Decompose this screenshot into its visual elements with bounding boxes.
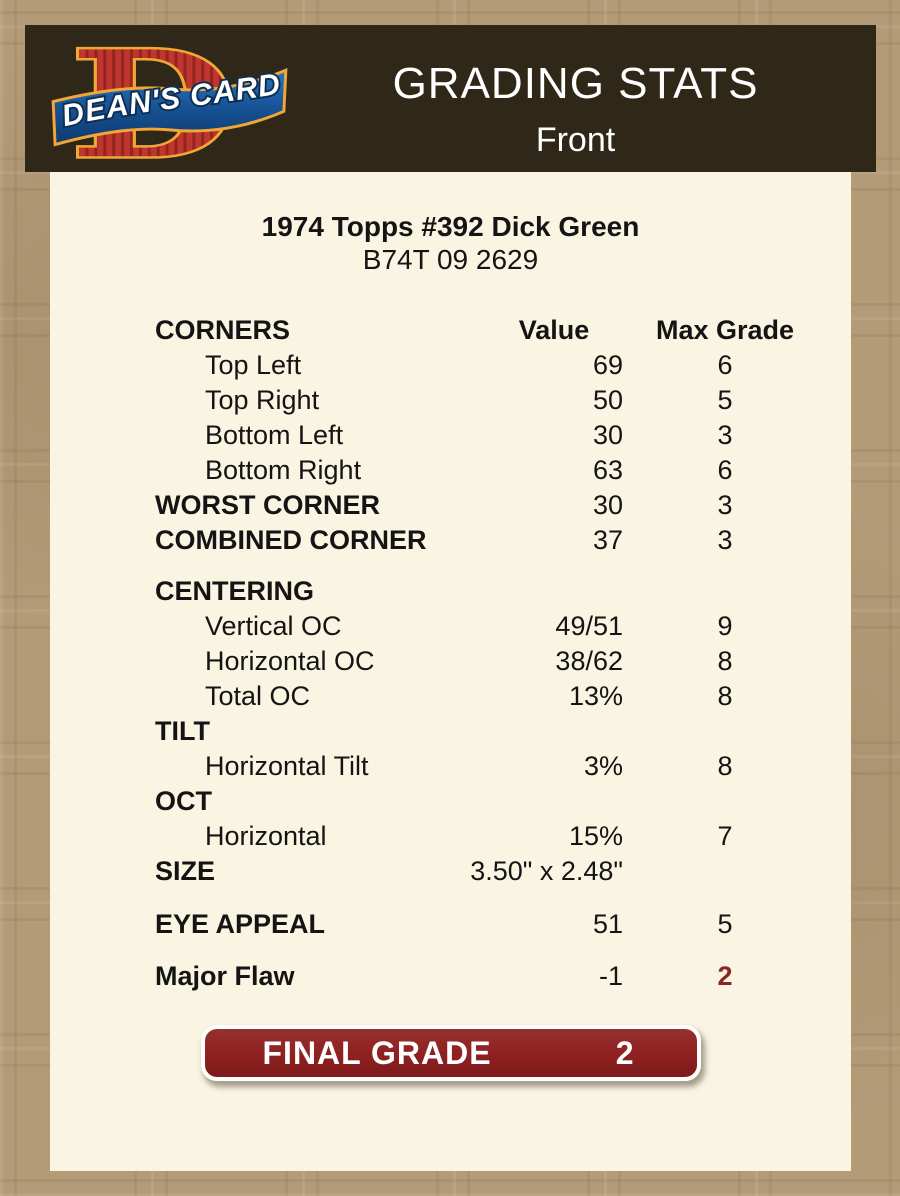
card-serial-number: B74T 09 2629 [362, 244, 539, 275]
table-row: Horizontal OC 38/62 8 [50, 644, 851, 679]
final-grade-label: FINAL GRADE [262, 1034, 492, 1071]
table-header-row: CORNERS Value Max Grade [50, 313, 851, 348]
table-row: COMBINED CORNER 37 3 [50, 523, 851, 558]
table-row: Total OC 13% 8 [50, 679, 851, 714]
row-max-grade: 2 [717, 961, 733, 991]
column-header-max-grade: Max Grade [655, 315, 795, 345]
row-value: 3.50" x 2.48" [470, 856, 623, 886]
table-row: Vertical OC 49/51 9 [50, 609, 851, 644]
row-label: COMBINED CORNER [155, 525, 427, 555]
row-value: 15% [568, 821, 623, 851]
row-label: Bottom Right [205, 455, 362, 485]
table-row: Horizontal 15% 7 [50, 819, 851, 854]
row-max-grade: 9 [717, 611, 733, 641]
row-max-grade: 3 [717, 420, 733, 450]
column-header-corners: CORNERS [155, 315, 291, 345]
table-row: EYE APPEAL 51 5 [50, 907, 851, 942]
row-value: 30 [592, 490, 623, 520]
row-value: 38/62 [555, 646, 623, 676]
row-label: CENTERING [155, 576, 315, 606]
row-max-grade: 8 [717, 646, 733, 676]
row-value: 51 [592, 909, 623, 939]
row-value: 69 [592, 350, 623, 380]
row-label: Horizontal Tilt [205, 751, 369, 781]
row-value: 13% [568, 681, 623, 711]
row-value: 37 [592, 525, 623, 555]
table-section-row: OCT [50, 784, 851, 819]
row-value: 3% [583, 751, 623, 781]
row-label: Top Right [205, 385, 320, 415]
row-label: TILT [155, 716, 210, 746]
row-label: WORST CORNER [155, 490, 380, 520]
row-max-grade: 7 [717, 821, 733, 851]
table-row: Top Right 50 5 [50, 383, 851, 418]
card-title: 1974 Topps #392 Dick Green [261, 211, 640, 242]
row-label: Horizontal [205, 821, 327, 851]
row-label: Top Left [205, 350, 302, 380]
table-section-row: TILT [50, 714, 851, 749]
row-max-grade: 8 [717, 681, 733, 711]
row-label: Major Flaw [155, 961, 295, 991]
row-max-grade: 8 [717, 751, 733, 781]
header-bar: D DEAN'S CARDS GRADING STATS Front [25, 25, 876, 172]
page-title: GRADING STATS [392, 59, 759, 108]
header-text-block: GRADING STATS Front [275, 25, 876, 172]
table-row: WORST CORNER 30 3 [50, 488, 851, 523]
row-value: -1 [598, 961, 623, 991]
table-row: Bottom Left 30 3 [50, 418, 851, 453]
card-side-label: Front [535, 121, 616, 159]
row-label: EYE APPEAL [155, 909, 326, 939]
row-max-grade: 5 [717, 385, 733, 415]
row-label: Total OC [205, 681, 311, 711]
grading-table: CORNERS Value Max Grade Top Left 69 6 To… [50, 313, 851, 994]
table-row: Horizontal Tilt 3% 8 [50, 749, 851, 784]
row-max-grade: 6 [717, 350, 733, 380]
column-header-value: Value [518, 315, 590, 345]
row-label: Bottom Left [205, 420, 344, 450]
table-row: Bottom Right 63 6 [50, 453, 851, 488]
row-value: 49/51 [555, 611, 623, 641]
row-value: 63 [592, 455, 623, 485]
table-row: SIZE 3.50" x 2.48" [50, 854, 851, 889]
final-grade-value: 2 [615, 1034, 635, 1071]
table-row-major-flaw: Major Flaw -1 2 [50, 959, 851, 994]
table-section-row: CENTERING [50, 574, 851, 609]
row-label: Horizontal OC [205, 646, 375, 676]
final-grade-button[interactable]: FINAL GRADE 2 [200, 1025, 701, 1081]
row-label: Vertical OC [205, 611, 342, 641]
row-max-grade: 6 [717, 455, 733, 485]
row-value: 30 [592, 420, 623, 450]
row-label: OCT [155, 786, 212, 816]
content-panel: 1974 Topps #392 Dick Green B74T 09 2629 … [50, 172, 851, 1171]
row-max-grade: 5 [717, 909, 733, 939]
row-value: 50 [592, 385, 623, 415]
deans-cards-logo: D DEAN'S CARDS [47, 37, 288, 169]
table-row: Top Left 69 6 [50, 348, 851, 383]
row-max-grade: 3 [717, 490, 733, 520]
row-label: SIZE [155, 856, 216, 886]
row-max-grade: 3 [717, 525, 733, 555]
